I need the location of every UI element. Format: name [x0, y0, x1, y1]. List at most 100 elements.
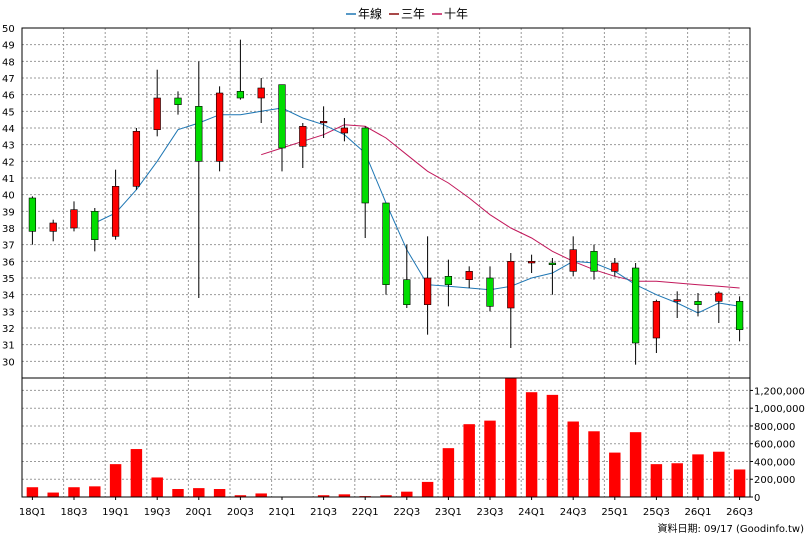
- price-tick-label: 35: [2, 274, 15, 285]
- x-tick-label: 21Q3: [310, 507, 337, 518]
- candle-26Q1: [694, 293, 702, 317]
- volume-bar-26Q3: [733, 469, 746, 497]
- volume-tick-label: 600,000: [754, 440, 795, 451]
- candle-26Q3: [735, 296, 744, 342]
- x-axis: 18Q1 18Q3 19Q1 19Q3 20Q1 20Q3 21Q1 21Q3 22Q1 22Q3…: [19, 497, 753, 518]
- candle-body: [631, 267, 640, 344]
- candle-body: [215, 92, 224, 162]
- volume-panel: 0 200,000 400,000 600,000 800,000 1,000,000 1,…: [21, 377, 805, 504]
- x-tick-label: 26Q3: [726, 507, 753, 518]
- price-tick-label: 47: [2, 74, 15, 85]
- price-tick-label: 36: [2, 257, 15, 268]
- x-tick-label: 24Q1: [518, 507, 545, 518]
- x-tick-label: 26Q1: [685, 507, 712, 518]
- one-year-line: [94, 107, 740, 314]
- x-tick-label: 25Q3: [643, 507, 670, 518]
- candle-26Q2: [715, 291, 723, 323]
- volume-bar-23Q1: [442, 448, 455, 497]
- ten-year-line: [261, 124, 740, 289]
- candle-body: [70, 209, 78, 229]
- volume-bar-23Q2: [463, 424, 475, 497]
- price-tick-label: 30: [2, 357, 15, 368]
- volume-bar-26Q1: [692, 454, 704, 497]
- candle-body: [28, 197, 37, 232]
- candle-18Q3: [70, 201, 78, 232]
- candle-22Q4: [423, 236, 432, 335]
- volume-bar-24Q3: [567, 421, 579, 497]
- volume-bar-19Q3: [151, 477, 163, 497]
- x-tick-label: 18Q3: [61, 507, 88, 518]
- price-tick-label: 48: [2, 57, 15, 68]
- price-tick-label: 45: [2, 107, 15, 118]
- x-tick-label: 22Q3: [393, 507, 420, 518]
- x-tick-label: 18Q1: [19, 507, 46, 518]
- volume-bar-22Q4: [421, 481, 434, 497]
- candle-body: [153, 97, 161, 130]
- x-tick-label: 23Q3: [477, 507, 504, 518]
- candle-24Q3: [569, 236, 577, 277]
- volume-bar-19Q4: [172, 489, 184, 497]
- volume-bar-18Q3: [68, 487, 80, 497]
- volume-tick-label: 400,000: [754, 457, 795, 468]
- candle-body: [590, 251, 598, 272]
- data-date-footer: 資料日期: 09/17 (Goodinfo.tw): [657, 522, 804, 535]
- legend-label-3: 十年: [444, 7, 468, 21]
- candle-18Q2: [49, 219, 57, 242]
- volume-bar-25Q1: [609, 452, 621, 497]
- volume-bar-24Q4: [588, 431, 600, 497]
- price-tick-label: 43: [2, 141, 15, 152]
- candle-24Q1: [527, 254, 536, 273]
- volume-bar-25Q3: [650, 464, 663, 497]
- candle-18Q1: [28, 196, 37, 245]
- x-tick-label: 24Q3: [560, 507, 587, 518]
- volume-tick-label: 800,000: [754, 422, 795, 433]
- volume-bar-25Q4: [671, 463, 683, 497]
- volume-bar-22Q3: [401, 491, 413, 497]
- candle-body: [548, 262, 557, 265]
- candle-20Q3: [236, 39, 245, 100]
- candle-body: [236, 91, 245, 99]
- price-tick-label: 32: [2, 324, 15, 335]
- volume-bar-18Q1: [26, 487, 39, 497]
- candle-body: [195, 106, 203, 162]
- price-tick-label: 46: [2, 91, 15, 102]
- x-tick-label: 20Q1: [185, 507, 212, 518]
- volume-bar-20Q4: [255, 493, 267, 497]
- volume-bar-18Q2: [47, 492, 59, 497]
- candle-body: [49, 222, 57, 232]
- candle-23Q3: [486, 266, 494, 312]
- candle-body: [382, 202, 390, 285]
- candle-body: [735, 301, 744, 330]
- price-tick-label: 33: [2, 307, 15, 318]
- candle-body: [611, 262, 619, 272]
- candle-19Q3: [153, 69, 161, 137]
- volume-bar-21Q4: [338, 494, 351, 497]
- volume-bar-23Q3: [484, 420, 496, 497]
- volume-bar-22Q2: [380, 495, 392, 497]
- volume-bar-25Q2: [629, 432, 642, 497]
- volume-tick-label: 0: [754, 493, 760, 504]
- candle-body: [527, 261, 536, 264]
- candle-25Q2: [631, 263, 640, 365]
- volume-bar-19Q1: [109, 464, 122, 497]
- candle-20Q2: [215, 86, 224, 172]
- volume-bar-24Q1: [525, 392, 538, 497]
- candle-19Q2: [132, 128, 141, 190]
- volume-bar-20Q1: [193, 488, 205, 497]
- price-tick-label: 34: [2, 291, 15, 302]
- volume-bar-24Q2: [546, 394, 559, 497]
- candle-body: [423, 277, 432, 305]
- volume-bar-20Q2: [213, 489, 226, 497]
- candle-body: [340, 127, 349, 134]
- candle-23Q4: [507, 253, 515, 348]
- price-tick-label: 50: [2, 24, 15, 35]
- candle-body: [361, 127, 369, 204]
- candle-21Q1: [278, 84, 286, 172]
- legend-label-2: 三年: [401, 7, 425, 21]
- candle-24Q2: [548, 258, 557, 295]
- candle-25Q4: [673, 291, 681, 318]
- candle-body: [132, 131, 141, 187]
- volume-tick-label: 1,000,000: [754, 404, 805, 415]
- candle-body: [507, 261, 515, 309]
- candle-body: [91, 211, 99, 240]
